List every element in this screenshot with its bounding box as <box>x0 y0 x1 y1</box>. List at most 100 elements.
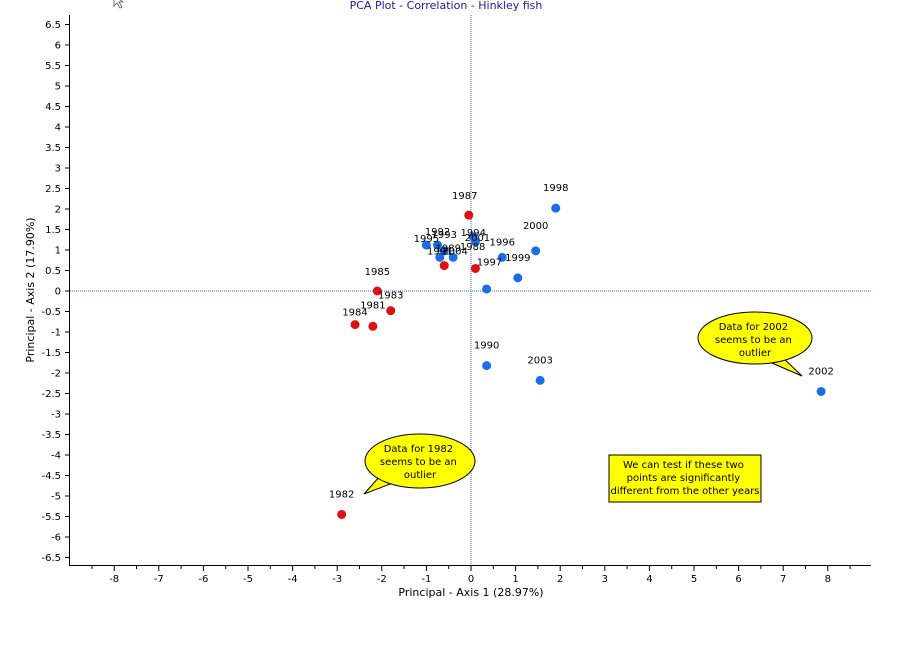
y-tick-label: 2 <box>55 205 61 216</box>
x-tick-label: -4 <box>288 574 298 585</box>
point-2000 <box>531 246 541 256</box>
callout-1982-line-2: seems to be an <box>380 457 457 468</box>
point-label-1992: 1992 <box>425 227 450 238</box>
point-label-2000: 2000 <box>523 221 548 232</box>
point-1995 <box>421 240 431 250</box>
point-label-1999: 1999 <box>505 253 530 264</box>
reference-lines <box>70 15 871 565</box>
point-label-1994: 1994 <box>461 228 486 239</box>
callout-2002-line-2: seems to be an <box>715 335 792 346</box>
svg-text:Data for 2002 seems to b: Data for 2002 seems to be an outlier <box>715 322 795 359</box>
point-1985 <box>372 286 382 296</box>
y-tick-label: 2.5 <box>45 184 61 195</box>
point-label-1985: 1985 <box>365 267 390 278</box>
x-tick-label: 4 <box>646 574 652 585</box>
point-label-1984: 1984 <box>342 308 367 319</box>
point-label-2004: 2004 <box>442 246 467 257</box>
point-2001 <box>470 237 480 247</box>
x-tick-label: -6 <box>198 574 208 585</box>
x-tick-label: 7 <box>780 574 786 585</box>
note-line-1: We can test if these two <box>623 460 744 471</box>
y-tick-label: -3 <box>51 410 61 421</box>
x-tick-label: 3 <box>602 574 608 585</box>
point-label-2001: 2001 <box>465 233 490 244</box>
svg-text:We can test if these two: We can test if these two points are sign… <box>610 460 759 497</box>
y-tick-label: 3.5 <box>45 143 61 154</box>
y-tick-label: 1.5 <box>45 225 61 236</box>
y-axis-title: Principal - Axis 2 (17.90%) <box>24 217 37 362</box>
point-label-1982: 1982 <box>329 489 354 500</box>
callout-bubble-body <box>364 433 476 489</box>
y-tick-label: 4.5 <box>45 102 61 113</box>
note-box: We can test if these two points are sign… <box>608 454 762 503</box>
point-1993 <box>439 246 449 256</box>
point-label-1981: 1981 <box>360 300 385 311</box>
x-tick-label: 8 <box>825 574 831 585</box>
x-tick-label: 0 <box>468 574 474 585</box>
x-axis-title: Principal - Axis 1 (28.97%) <box>398 586 543 599</box>
x-tick-label: -5 <box>243 574 253 585</box>
y-tick-label: 4 <box>55 123 61 134</box>
x-tick-label: -7 <box>154 574 164 585</box>
point-1997 <box>470 263 480 273</box>
y-tick-label: 6.5 <box>45 20 61 31</box>
y-tick-label: -6 <box>51 533 61 544</box>
point-1999 <box>513 273 523 283</box>
point-label-2003: 2003 <box>527 355 552 366</box>
callout-1982-line-3: outlier <box>404 470 437 481</box>
y-tick-label: 1 <box>55 246 61 257</box>
note-box-rect <box>608 454 762 503</box>
mouse-cursor-icon <box>113 0 125 9</box>
point-1984 <box>350 320 360 330</box>
x-tick-label: -8 <box>109 574 119 585</box>
point-1988 <box>482 284 492 294</box>
point-2002 <box>816 386 826 396</box>
y-tick-label: 5 <box>55 82 61 93</box>
point-1983 <box>386 306 396 316</box>
point-1981 <box>368 321 378 331</box>
point-label-1987: 1987 <box>452 191 477 202</box>
chart-title: PCA Plot - Correlation - Hinkley fish <box>350 0 543 12</box>
axes <box>69 15 871 566</box>
point-1987 <box>464 210 474 220</box>
point-label-1988: 1988 <box>460 242 485 253</box>
data-points <box>337 203 826 519</box>
x-tick-label: -3 <box>332 574 342 585</box>
point-label-1990: 1990 <box>474 341 499 352</box>
y-tick-label: -4.5 <box>41 471 61 482</box>
y-tick-label: -3.5 <box>41 430 61 441</box>
y-tick-label: -1.5 <box>41 348 61 359</box>
x-tick-label: -2 <box>377 574 387 585</box>
point-label-1998: 1998 <box>543 183 568 194</box>
y-tick-label: 6 <box>55 41 61 52</box>
callout-1982-outlier: Data for 1982 seems to be an outlier <box>363 433 476 495</box>
y-tick-label: -4 <box>51 451 61 462</box>
note-line-2: points are significantly <box>627 473 741 484</box>
x-tick-label: 5 <box>691 574 697 585</box>
y-tick-label: -5.5 <box>41 512 61 523</box>
callout-bubble-body <box>697 311 813 365</box>
y-tick-label: 0.5 <box>45 266 61 277</box>
y-tick-label: -2.5 <box>41 389 61 400</box>
y-tick-label: -1 <box>51 328 61 339</box>
point-1989 <box>439 261 449 271</box>
point-label-1983: 1983 <box>378 291 403 302</box>
callout-2002-outlier: Data for 2002 seems to be an outlier <box>697 311 813 377</box>
point-1990 <box>482 361 492 371</box>
point-1982 <box>337 509 347 519</box>
y-tick-label: -6.5 <box>41 553 61 564</box>
point-2003 <box>535 375 545 385</box>
point-label-1993: 1993 <box>432 230 457 241</box>
point-label-1997: 1997 <box>477 257 502 268</box>
note-line-3: different from the other years <box>610 486 759 497</box>
y-tick-label: -0.5 <box>41 307 61 318</box>
y-tick-label: 3 <box>55 164 61 175</box>
point-1991 <box>435 252 445 262</box>
x-tick-label: -1 <box>421 574 431 585</box>
point-1998 <box>551 203 561 213</box>
y-tick-label: -5 <box>51 492 61 503</box>
y-tick-label: 0 <box>55 287 61 298</box>
point-1996 <box>497 252 507 262</box>
